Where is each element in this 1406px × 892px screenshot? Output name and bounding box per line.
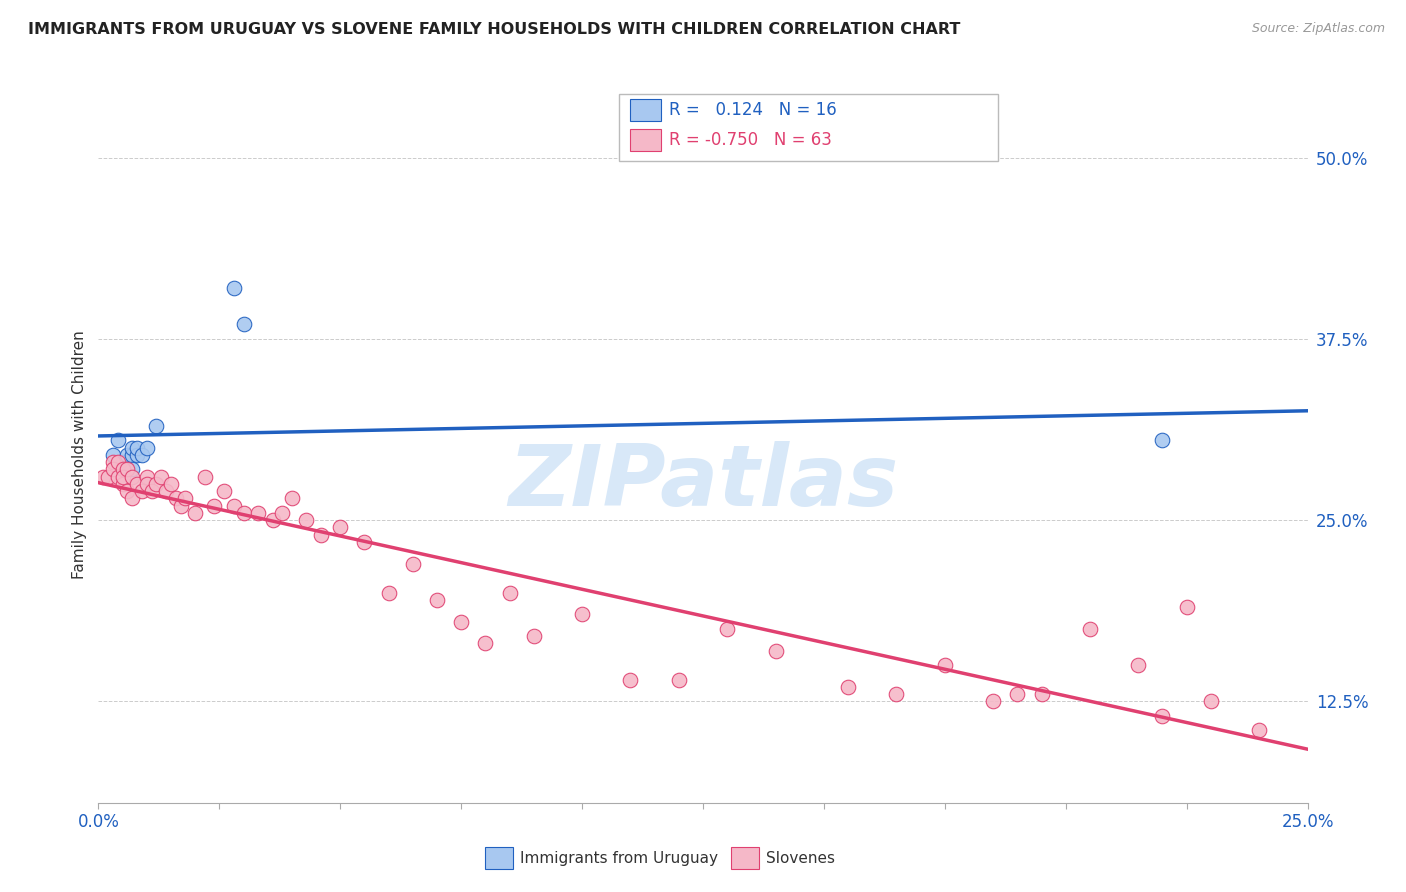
Point	[117, 462, 139, 476]
Point	[295, 513, 318, 527]
Text: ZIPatlas: ZIPatlas	[508, 442, 898, 524]
Point	[353, 535, 375, 549]
Point	[1249, 723, 1271, 738]
Point	[111, 462, 134, 476]
Point	[117, 484, 139, 499]
Text: IMMIGRANTS FROM URUGUAY VS SLOVENE FAMILY HOUSEHOLDS WITH CHILDREN CORRELATION C: IMMIGRANTS FROM URUGUAY VS SLOVENE FAMIL…	[28, 22, 960, 37]
Point	[169, 499, 191, 513]
Point	[127, 448, 149, 462]
Point	[121, 469, 143, 483]
Point	[184, 506, 207, 520]
Point	[97, 469, 120, 483]
Point	[377, 585, 399, 599]
Point	[426, 592, 449, 607]
Point	[131, 448, 153, 462]
Point	[619, 673, 641, 687]
Point	[450, 615, 472, 629]
Point	[668, 673, 690, 687]
Point	[309, 527, 332, 541]
Point	[121, 448, 143, 462]
Point	[111, 455, 134, 469]
Text: Slovenes: Slovenes	[766, 851, 835, 865]
Point	[262, 513, 284, 527]
Point	[1031, 687, 1053, 701]
Point	[111, 476, 134, 491]
Point	[121, 441, 143, 455]
Point	[150, 469, 173, 483]
Point	[212, 484, 235, 499]
Point	[498, 585, 520, 599]
Point	[232, 506, 254, 520]
Point	[247, 506, 270, 520]
Point	[981, 694, 1004, 708]
Text: R = -0.750   N = 63: R = -0.750 N = 63	[669, 131, 832, 149]
Point	[160, 476, 183, 491]
Point	[121, 462, 143, 476]
Point	[474, 636, 496, 650]
Point	[204, 499, 226, 513]
Point	[1007, 687, 1029, 701]
Point	[111, 469, 134, 483]
Point	[402, 557, 425, 571]
Point	[127, 441, 149, 455]
Point	[329, 520, 352, 534]
Point	[1199, 694, 1222, 708]
Point	[222, 281, 245, 295]
Point	[934, 658, 956, 673]
Point	[127, 476, 149, 491]
Point	[174, 491, 197, 506]
Point	[523, 629, 546, 643]
Point	[1128, 658, 1150, 673]
Point	[145, 419, 167, 434]
Point	[886, 687, 908, 701]
Point	[1152, 434, 1174, 448]
Point	[135, 469, 157, 483]
Point	[101, 462, 124, 476]
Point	[716, 622, 738, 636]
Point	[145, 476, 167, 491]
Point	[765, 643, 787, 657]
Point	[107, 469, 129, 483]
Point	[117, 448, 139, 462]
Point	[101, 455, 124, 469]
Point	[571, 607, 593, 622]
Text: Source: ZipAtlas.com: Source: ZipAtlas.com	[1251, 22, 1385, 36]
Point	[194, 469, 217, 483]
Point	[131, 484, 153, 499]
Point	[1152, 708, 1174, 723]
Point	[121, 491, 143, 506]
Point	[281, 491, 304, 506]
Point	[837, 680, 859, 694]
Point	[107, 434, 129, 448]
Point	[135, 441, 157, 455]
Text: R =   0.124   N = 16: R = 0.124 N = 16	[669, 101, 837, 119]
Point	[155, 484, 177, 499]
Text: Immigrants from Uruguay: Immigrants from Uruguay	[520, 851, 718, 865]
Point	[271, 506, 294, 520]
Point	[135, 476, 157, 491]
Y-axis label: Family Households with Children: Family Households with Children	[72, 331, 87, 579]
Point	[91, 469, 114, 483]
Point	[232, 318, 254, 332]
Point	[1175, 600, 1198, 615]
Point	[117, 462, 139, 476]
Point	[165, 491, 187, 506]
Point	[141, 484, 163, 499]
Point	[101, 448, 124, 462]
Point	[107, 455, 129, 469]
Point	[222, 499, 245, 513]
Point	[1078, 622, 1101, 636]
